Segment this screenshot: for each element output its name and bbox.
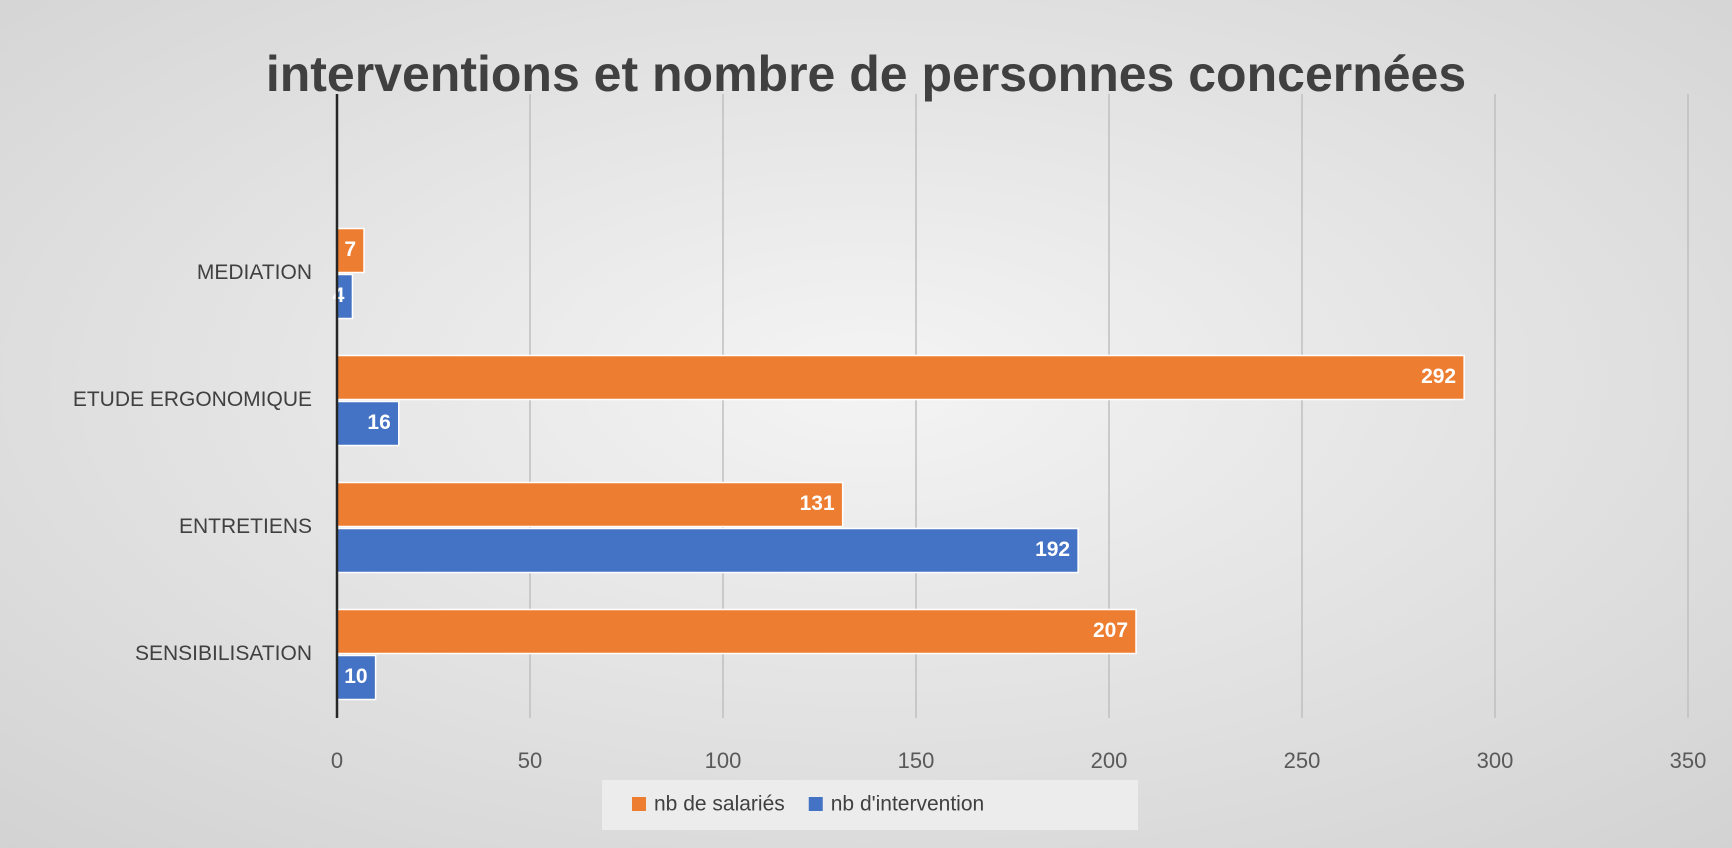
bar <box>336 608 1137 655</box>
x-tick-label: 350 <box>1670 748 1707 773</box>
data-label: 16 <box>367 411 390 434</box>
data-label: 131 <box>800 492 835 515</box>
legend-swatch <box>632 797 646 811</box>
legend-label: nb d'intervention <box>831 793 984 816</box>
bar <box>336 654 377 701</box>
y-tick-label: ETUDE ERGONOMIQUE <box>73 388 312 411</box>
legend-label: nb de salariés <box>654 793 785 816</box>
data-label: 192 <box>1035 538 1070 561</box>
legend-box <box>602 780 1138 830</box>
y-tick-label: SENSIBILISATION <box>135 642 312 665</box>
data-label: 292 <box>1421 365 1456 388</box>
data-label: 10 <box>344 665 367 688</box>
bar <box>336 227 365 274</box>
x-tick-label: 0 <box>331 748 343 773</box>
legend: nb de salariés nb d'intervention <box>632 793 984 816</box>
x-tick-label: 250 <box>1284 748 1321 773</box>
chart-title: interventions et nombre de personnes con… <box>266 46 1466 102</box>
x-tick-label: 100 <box>705 748 742 773</box>
legend-swatch <box>808 797 823 811</box>
grid: 0 50 100 150 200 250 300 350 SENSIBILISATION ENTR… <box>73 94 1707 773</box>
bar <box>336 354 1465 401</box>
bar <box>336 527 1079 574</box>
data-label: 7 <box>344 238 356 261</box>
y-tick-label: ENTRETIENS <box>179 515 312 538</box>
data-label: 207 <box>1093 619 1128 642</box>
data-label: 4 <box>333 284 345 307</box>
x-tick-label: 300 <box>1477 748 1514 773</box>
bar <box>336 481 844 528</box>
y-tick-label: MEDIATION <box>197 261 312 284</box>
x-tick-label: 50 <box>518 748 542 773</box>
x-tick-label: 200 <box>1091 748 1128 773</box>
x-tick-label: 150 <box>898 748 935 773</box>
bars: 207 10 131 192 292 16 7 4 <box>333 94 1465 718</box>
bar <box>336 400 400 447</box>
